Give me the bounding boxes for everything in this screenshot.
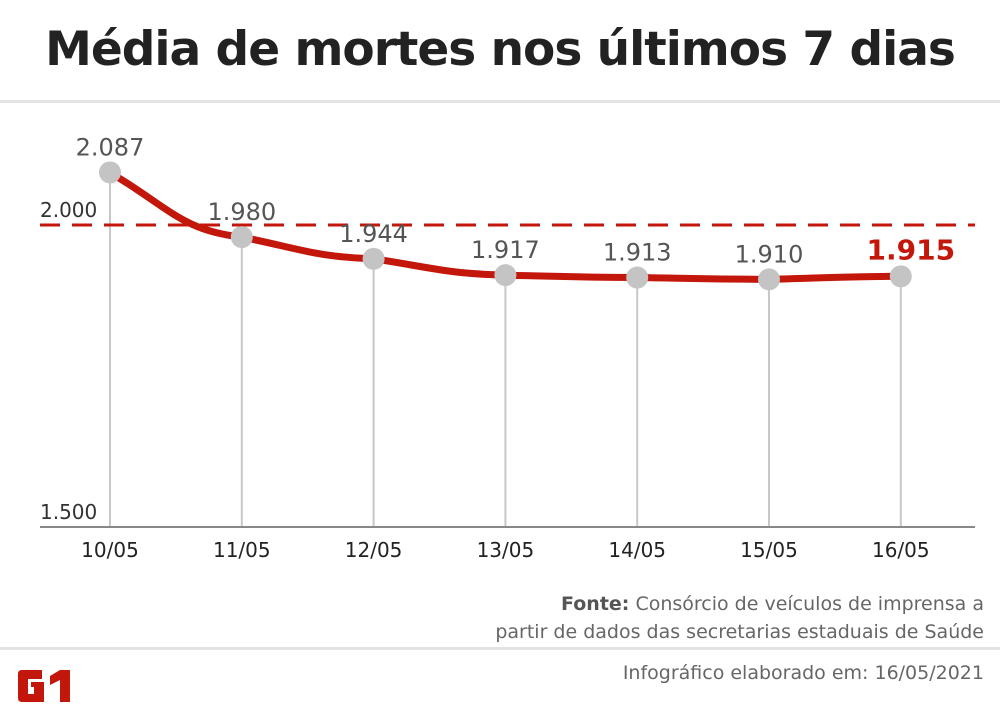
data-point <box>362 247 385 270</box>
y-tick-label: 2.000 <box>40 198 97 222</box>
data-label: 2.087 <box>76 133 145 161</box>
x-tick-label: 15/05 <box>740 538 798 562</box>
data-point <box>626 266 649 289</box>
made-on-date: Infográfico elaborado em: 16/05/2021 <box>622 662 984 684</box>
data-label: 1.915 <box>867 233 956 266</box>
data-point <box>758 268 780 291</box>
data-point <box>99 161 121 184</box>
x-tick-label: 13/05 <box>477 538 535 562</box>
data-point <box>889 265 912 288</box>
x-tick-label: 10/05 <box>81 538 139 562</box>
data-label: 1.917 <box>471 236 540 264</box>
x-tick-label: 14/05 <box>608 538 666 562</box>
data-label: 1.913 <box>603 239 672 267</box>
y-tick-label: 1.500 <box>40 500 97 524</box>
source-note: Fonte: Consórcio de veículos de imprensa… <box>495 590 984 646</box>
data-point <box>230 226 253 249</box>
data-label: 1.910 <box>735 240 804 268</box>
data-point <box>494 264 517 287</box>
chart-title: Média de mortes nos últimos 7 dias <box>45 22 956 77</box>
source-text-2: partir de dados das secretarias estaduai… <box>495 621 984 643</box>
x-tick-label: 11/05 <box>213 538 271 562</box>
source-label: Fonte: <box>561 593 630 615</box>
line-chart: 1.500 2.000 2.087 10/05 1.980 11/05 1.944 12/05… <box>40 133 975 562</box>
footer-divider <box>0 647 1000 650</box>
header-divider <box>0 100 1000 103</box>
source-text-1: Consórcio de veículos de imprensa a <box>635 593 984 615</box>
x-tick-label: 16/05 <box>872 538 930 562</box>
data-label: 1.944 <box>339 220 408 248</box>
data-label: 1.980 <box>207 198 276 226</box>
g1-logo <box>18 670 70 702</box>
x-tick-label: 12/05 <box>345 538 403 562</box>
